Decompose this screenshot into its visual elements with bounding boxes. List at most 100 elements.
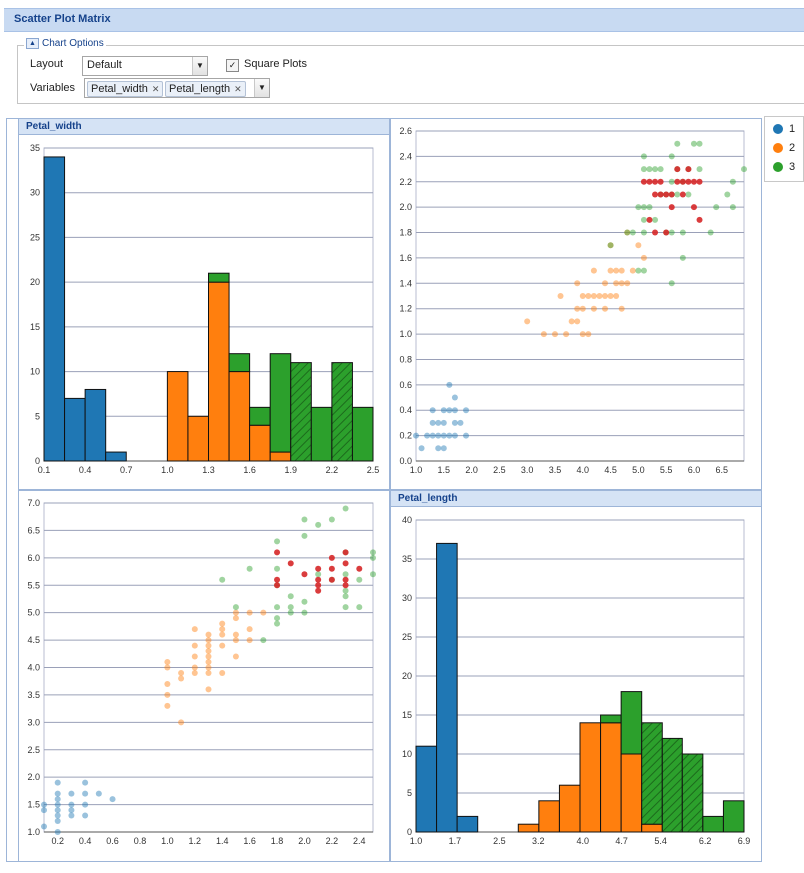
- y-tick-label: 2.2: [399, 177, 412, 187]
- y-tick-label: 15: [402, 710, 412, 720]
- selected-point: [646, 216, 653, 223]
- legend-item-3[interactable]: 3: [773, 161, 795, 173]
- scatter-point: [524, 318, 531, 325]
- scatter-point: [646, 166, 653, 173]
- scatter-point: [219, 642, 226, 649]
- scatter-point: [579, 293, 586, 299]
- scatter-point: [82, 801, 89, 808]
- collapse-icon[interactable]: ▲: [26, 38, 39, 49]
- scatter-point: [668, 229, 675, 236]
- histogram-bar: [105, 451, 127, 462]
- scatter-point: [301, 598, 308, 605]
- scatter-point: [629, 229, 636, 236]
- scatter-point: [274, 565, 281, 572]
- scatter-point: [640, 254, 647, 261]
- scatter-point: [674, 140, 681, 147]
- selected-point: [663, 229, 670, 236]
- selected-point: [657, 178, 664, 185]
- variable-tag-petal-width[interactable]: Petal_width ✕: [87, 81, 164, 97]
- x-tick-label: 1.0: [161, 465, 174, 475]
- y-tick-label: 0.2: [399, 431, 412, 441]
- scatter-point: [54, 829, 61, 835]
- y-tick-label: 6.5: [27, 525, 40, 535]
- y-tick-label: 2.0: [27, 772, 40, 782]
- scatter-point: [54, 796, 61, 803]
- scatter-point: [429, 419, 436, 426]
- chart-options-group: ▲ Chart Options Layout Default ▼ ✓ Squar…: [17, 38, 804, 104]
- x-tick-label: 4.7: [615, 836, 628, 846]
- x-tick-label: 1.0: [410, 465, 423, 475]
- remove-icon[interactable]: ✕: [234, 84, 242, 94]
- selected-point: [652, 229, 659, 236]
- histogram-bar: [702, 815, 724, 833]
- remove-icon[interactable]: ✕: [151, 84, 160, 94]
- chevron-down-icon[interactable]: ▼: [254, 79, 269, 97]
- scatter-point: [557, 293, 564, 299]
- scatter-point: [342, 505, 349, 512]
- scatter-point: [640, 229, 647, 236]
- panel-title: Petal_length: [391, 491, 761, 507]
- scatter-point: [219, 669, 226, 676]
- scatter-point: [274, 615, 281, 622]
- y-tick-label: 5: [407, 788, 412, 798]
- legend-label: 1: [789, 123, 796, 135]
- x-tick-label: 1.0: [161, 836, 174, 846]
- scatter-point: [301, 516, 308, 523]
- scatter-point: [370, 554, 376, 561]
- scatter-point: [429, 432, 436, 439]
- histogram-bar: [208, 272, 230, 283]
- y-tick-label: 1.2: [399, 304, 412, 314]
- legend-label: 3: [789, 161, 796, 173]
- scatter-point: [41, 801, 47, 808]
- selected-point: [652, 178, 659, 185]
- scatter-point: [607, 293, 614, 299]
- scatter-point: [191, 642, 198, 649]
- x-tick-label: 1.6: [243, 465, 256, 475]
- layout-select[interactable]: Default ▼: [82, 56, 208, 76]
- selected-point: [274, 582, 281, 589]
- histogram-bar: [641, 722, 663, 825]
- chevron-down-icon[interactable]: ▼: [192, 57, 207, 75]
- scatter-point: [219, 626, 226, 633]
- scatter-point: [191, 669, 198, 676]
- scatter-point: [451, 419, 458, 426]
- scatter-point: [287, 593, 294, 600]
- scatter-point: [574, 305, 581, 312]
- square-plots-label: Square Plots: [244, 58, 307, 70]
- x-tick-label: 2.0: [298, 836, 311, 846]
- scatter-point: [164, 691, 171, 698]
- scatter-point: [205, 653, 212, 660]
- legend-item-2[interactable]: 2: [773, 142, 795, 154]
- histogram-bar: [579, 722, 602, 833]
- square-plots-checkbox[interactable]: ✓: [226, 59, 239, 72]
- scatter-point: [635, 267, 642, 274]
- scatter-point: [274, 620, 281, 627]
- variables-select[interactable]: Petal_width ✕ Petal_length ✕ ▼: [84, 78, 270, 98]
- x-tick-label: 2.2: [326, 836, 339, 846]
- panel-scatter-bottom-left: [18, 490, 390, 862]
- scatter-point: [328, 516, 335, 523]
- scatter-point: [356, 604, 363, 611]
- scatter-point: [301, 532, 308, 539]
- selected-point: [287, 560, 294, 567]
- y-tick-label: 10: [30, 367, 40, 377]
- window-title-bar: Scatter Plot Matrix: [4, 8, 804, 32]
- variable-tag-petal-length[interactable]: Petal_length ✕: [165, 81, 246, 97]
- scatter-point: [435, 432, 442, 439]
- x-tick-label: 1.8: [271, 836, 284, 846]
- legend-item-1[interactable]: 1: [773, 123, 795, 135]
- scatter-point: [205, 631, 212, 638]
- histogram-bar: [558, 784, 581, 833]
- scatter-point: [652, 166, 659, 173]
- histogram-bar: [43, 156, 66, 462]
- histogram-bar: [538, 800, 560, 833]
- scatter-point: [590, 305, 597, 312]
- scatter-point: [178, 719, 185, 726]
- x-tick-label: 5.4: [654, 836, 667, 846]
- scatter-point: [590, 293, 597, 299]
- scatter-point: [178, 669, 185, 676]
- scatter-point: [219, 576, 226, 583]
- chart-options-header[interactable]: ▲ Chart Options: [24, 38, 106, 49]
- x-tick-label: 1.3: [202, 465, 215, 475]
